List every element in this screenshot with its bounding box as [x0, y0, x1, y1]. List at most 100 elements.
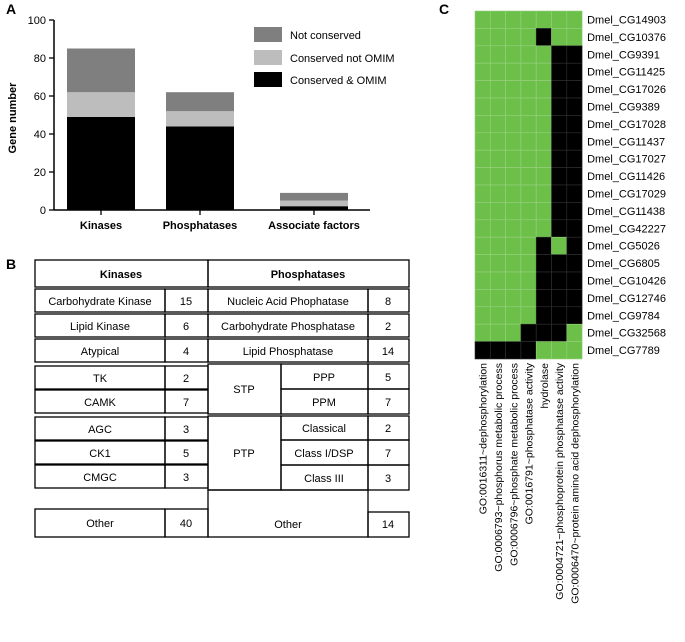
heatmap-cell	[474, 271, 491, 290]
heatmap-cell	[535, 149, 552, 168]
phosphatase-count: 14	[382, 346, 394, 358]
gene-row-label: Dmel_CG10426	[587, 276, 666, 288]
heatmap-cell	[474, 219, 491, 238]
heatmap-cell	[474, 45, 491, 64]
heatmap-cell	[535, 28, 552, 47]
heatmap-cell	[551, 28, 568, 47]
heatmap-cell	[505, 254, 522, 273]
kinase-name: CAMK	[84, 397, 116, 409]
heatmap-cell	[535, 97, 552, 116]
go-term-column-label: GO:0006793~phosphorus metabolic process	[493, 363, 505, 572]
gene-row-label: Dmel_CG9389	[587, 102, 660, 114]
heatmap-cell	[474, 149, 491, 168]
phosphatase-name: Other	[274, 519, 302, 531]
go-term-column-label: GO:0006470~protein amino acid dephosphor…	[569, 363, 581, 604]
panel-b-table: B Kinases Phosphatases Carbohydrate Kina…	[6, 256, 410, 538]
heatmap-cell	[520, 219, 537, 238]
heatmap-cell	[474, 80, 491, 99]
heatmap-cell	[551, 236, 568, 255]
phosphatase-subclass: PPP	[313, 372, 335, 384]
heatmap-cell	[505, 45, 522, 64]
heatmap-cell	[566, 80, 583, 99]
heatmap-cell	[474, 28, 491, 47]
heatmap-cell	[551, 202, 568, 221]
heatmap-cell	[474, 10, 491, 29]
gene-row-label: Dmel_CG17028	[587, 119, 666, 131]
phosphatase-count: 5	[385, 372, 391, 384]
heatmap-cell	[566, 28, 583, 47]
x-tick-label: Associate factors	[268, 220, 360, 232]
heatmap-cell	[520, 132, 537, 151]
gene-row-label: Dmel_CG5026	[587, 241, 660, 253]
heatmap-cell	[566, 306, 583, 325]
heatmap-cell	[566, 115, 583, 134]
heatmap-cell	[505, 202, 522, 221]
go-term-column-label: GO:0004721~phosphoprotein phosphatase ac…	[554, 362, 566, 599]
heatmap-cell	[505, 219, 522, 238]
heatmap-cell	[551, 289, 568, 308]
panel-c-letter: C	[439, 1, 449, 17]
heatmap-cell	[505, 132, 522, 151]
kinase-count: 15	[180, 296, 192, 308]
heatmap-cell	[535, 184, 552, 203]
bar-plot-area: 0 20 40 60 80 100 Kinases Phosphatases Associate…	[28, 15, 370, 232]
heatmap-cell	[535, 323, 552, 342]
go-term-column-label: GO:0016791~phosphatase activity	[524, 362, 536, 524]
heatmap-cell	[566, 167, 583, 186]
kinase-count: 7	[183, 397, 189, 409]
heatmap-cell	[490, 323, 506, 342]
heatmap-cell	[551, 80, 568, 99]
heatmap-cell	[520, 28, 537, 47]
gene-row-label: Dmel_CG17027	[587, 154, 666, 166]
go-term-column-label: GO:0016311~dephosphorylation	[478, 363, 490, 514]
heatmap-cell	[474, 62, 491, 81]
heatmap-cell	[566, 132, 583, 151]
heatmap-cell	[535, 271, 552, 290]
heatmap-cell	[520, 306, 537, 325]
panel-a-letter: A	[6, 1, 16, 17]
gene-row-label: Dmel_CG11426	[587, 171, 665, 183]
phosphatase-count: 7	[385, 448, 391, 460]
heatmap-cell	[535, 10, 552, 29]
kinase-count: 4	[183, 346, 189, 358]
heatmap-cell	[490, 341, 506, 360]
heatmap-cell	[474, 323, 491, 342]
heatmap-cell	[474, 115, 491, 134]
legend-label-not-conserved: Not conserved	[290, 30, 361, 42]
legend-swatch-conserved-not-omim	[254, 50, 282, 65]
heatmap-cell	[490, 184, 506, 203]
heatmap-cell	[535, 306, 552, 325]
heatmap-cell	[505, 341, 522, 360]
heatmap-cell	[566, 323, 583, 342]
heatmap-cell	[505, 289, 522, 308]
heatmap-cell	[490, 306, 506, 325]
heatmap-cell	[490, 62, 506, 81]
phosphatase-subclass: Class III	[304, 473, 344, 485]
heatmap-cell	[505, 80, 522, 99]
gene-row-label: Dmel_CG42227	[587, 223, 666, 235]
heatmap-cell	[474, 289, 491, 308]
heatmap-cell	[505, 97, 522, 116]
heatmap-cell	[474, 167, 491, 186]
heatmap-cell	[520, 115, 537, 134]
kinase-name: CMGC	[83, 472, 117, 484]
bar-segment-conserved-omim	[67, 116, 135, 210]
table-header-kinases: Kinases	[100, 269, 142, 281]
heatmap-cell	[535, 115, 552, 134]
phosphatase-name: Carbohydrate Phosphatase	[221, 321, 355, 333]
phosphatase-subclass: Classical	[302, 423, 346, 435]
kinase-count: 40	[180, 518, 192, 530]
heatmap-cell	[490, 289, 506, 308]
gene-row-label: Dmel_CG9391	[587, 49, 660, 61]
heatmap-cell	[505, 271, 522, 290]
kinase-name: Lipid Kinase	[70, 321, 130, 333]
heatmap-cell	[566, 149, 583, 168]
heatmap-cell	[535, 62, 552, 81]
heatmap-cell	[520, 254, 537, 273]
y-tick-label: 0	[40, 205, 46, 217]
phosphatase-count: 3	[385, 473, 391, 485]
legend-swatch-not-conserved	[254, 27, 282, 42]
gene-row-label: Dmel_CG6805	[587, 258, 660, 270]
heatmap-cell	[520, 289, 537, 308]
heatmap-cell	[490, 202, 506, 221]
